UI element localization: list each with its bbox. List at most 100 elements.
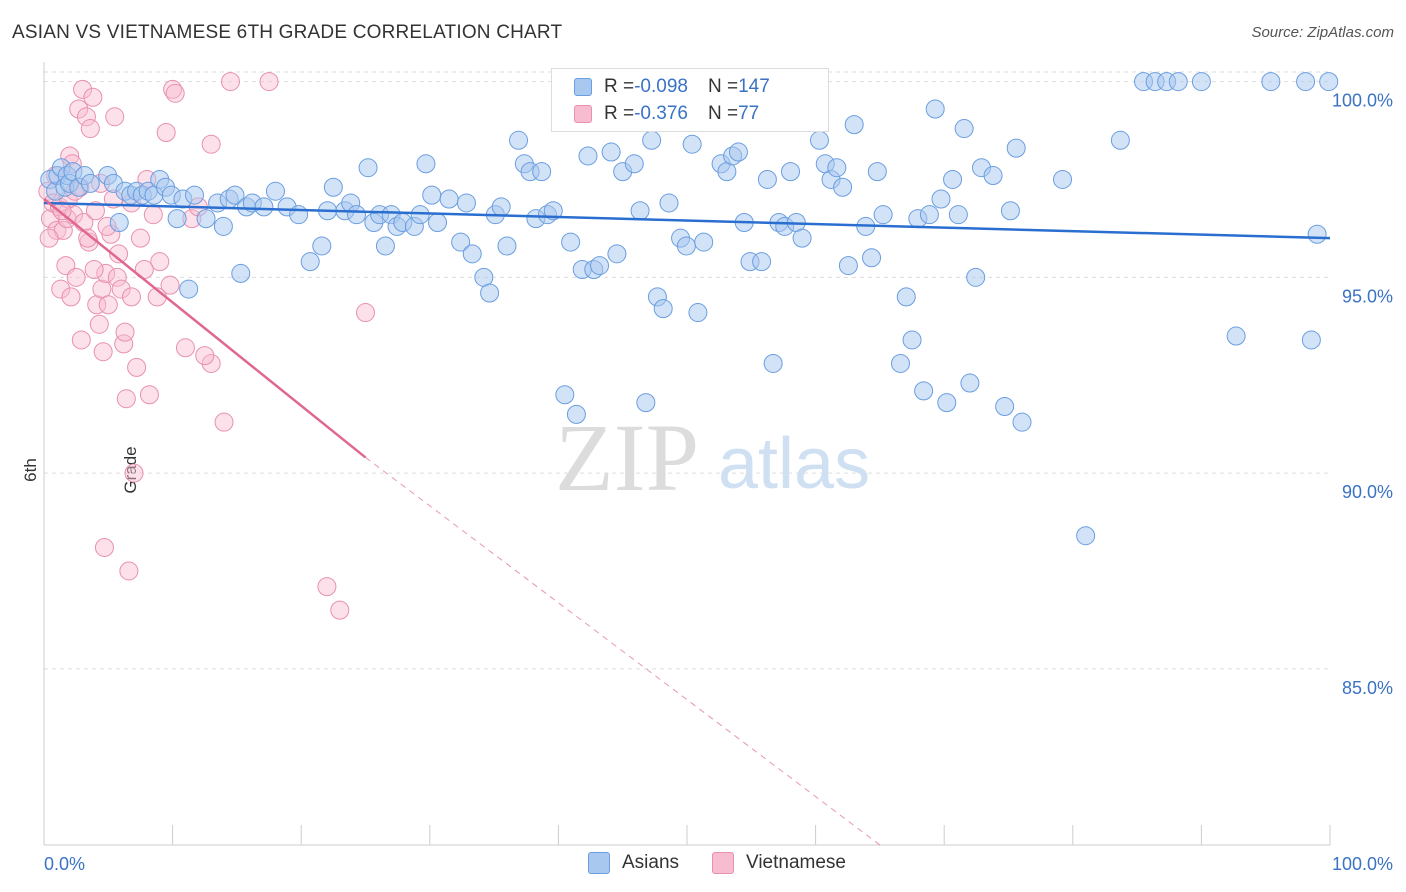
asian-point bbox=[902, 330, 922, 350]
asian-point bbox=[428, 213, 448, 233]
asian-point bbox=[439, 189, 459, 209]
asian-point bbox=[792, 228, 812, 248]
asian-point bbox=[375, 236, 395, 256]
asian-point bbox=[601, 142, 621, 162]
asian-point bbox=[323, 177, 343, 197]
vietnamese-point bbox=[80, 119, 100, 139]
asian-point bbox=[578, 146, 598, 166]
legend-vietnamese-swatch bbox=[712, 852, 734, 874]
asian-point bbox=[179, 279, 199, 299]
asian-point bbox=[590, 256, 610, 276]
x-tick-label: 100.0% bbox=[1332, 854, 1393, 874]
tick-labels: 100.0% 95.0% 90.0% 85.0% 0.0% 100.0% bbox=[44, 91, 1393, 874]
asian-swatch bbox=[574, 78, 592, 96]
asian-point bbox=[688, 303, 708, 323]
asian-point bbox=[509, 130, 529, 150]
vietnamese-point bbox=[96, 263, 116, 283]
stats-box: R = -0.098 N = 147 R = -0.376 N = 77 bbox=[551, 68, 829, 132]
asian-n-value: 147 bbox=[738, 76, 770, 97]
asian-point bbox=[1000, 201, 1020, 221]
vietnamese-point bbox=[39, 228, 59, 248]
asian-point bbox=[561, 232, 581, 252]
asian-point bbox=[416, 154, 436, 174]
vietnamese-point bbox=[160, 275, 180, 295]
asian-point bbox=[896, 287, 916, 307]
vietnamese-swatch bbox=[574, 105, 592, 123]
axes bbox=[43, 62, 1331, 846]
asian-point bbox=[694, 232, 714, 252]
vietnamese-point bbox=[150, 252, 170, 272]
legend-asians[interactable]: Asians bbox=[588, 852, 679, 874]
asian-point bbox=[966, 267, 986, 287]
asian-point bbox=[995, 397, 1015, 417]
asian-point bbox=[184, 185, 204, 205]
asian-point bbox=[225, 185, 245, 205]
vietnamese-point bbox=[89, 314, 109, 334]
asian-point bbox=[844, 115, 864, 135]
vietnamese-point bbox=[111, 279, 131, 299]
trend-lines bbox=[43, 198, 1331, 846]
asian-point bbox=[867, 162, 887, 182]
vietnamese-point bbox=[121, 287, 141, 307]
asian-point bbox=[422, 185, 442, 205]
legend-asians-label: Asians bbox=[622, 852, 680, 873]
asian-point bbox=[636, 393, 656, 413]
viet-r-label: R = bbox=[604, 103, 635, 124]
vietnamese-point bbox=[66, 267, 86, 287]
asian-point bbox=[300, 252, 320, 272]
asian-point bbox=[109, 213, 129, 233]
asian-point bbox=[873, 205, 893, 225]
asian-point bbox=[937, 393, 957, 413]
vietnamese-point bbox=[356, 303, 375, 323]
asian-point bbox=[653, 299, 673, 319]
legend-vietnamese[interactable]: Vietnamese bbox=[712, 852, 846, 874]
asian-point bbox=[265, 181, 285, 201]
asian-point bbox=[919, 205, 939, 225]
asian-n-label: N = bbox=[707, 76, 739, 97]
vietnamese-point bbox=[139, 385, 159, 405]
asian-point bbox=[763, 353, 783, 373]
vietnamese-point bbox=[214, 412, 234, 432]
asian-point bbox=[1226, 326, 1246, 346]
asian-point bbox=[497, 236, 517, 256]
y-tick-label: 100.0% bbox=[1332, 91, 1393, 111]
vietnamese-point bbox=[259, 72, 279, 92]
asian-point bbox=[231, 263, 251, 283]
asian-point bbox=[1110, 130, 1130, 150]
asian-point bbox=[838, 256, 858, 276]
watermark: ZIP atlas bbox=[555, 404, 870, 511]
asian-point bbox=[659, 193, 679, 213]
asian-point bbox=[532, 162, 552, 182]
asian-point bbox=[358, 158, 378, 178]
vietnamese-point bbox=[105, 107, 125, 127]
vietnamese-point bbox=[98, 295, 118, 315]
vietnamese-point bbox=[76, 107, 96, 127]
asian-point bbox=[543, 201, 563, 221]
asian-point bbox=[827, 158, 847, 178]
legend-asians-swatch bbox=[588, 852, 610, 874]
vietnamese-point bbox=[84, 259, 104, 279]
x-tick-label: 0.0% bbox=[44, 854, 85, 874]
asian-point bbox=[642, 130, 662, 150]
asian-point bbox=[862, 248, 882, 268]
asian-point bbox=[728, 142, 748, 162]
vietnamese-point bbox=[93, 342, 113, 362]
asian-point bbox=[781, 162, 801, 182]
vietnamese-point bbox=[175, 338, 195, 358]
asian-point bbox=[491, 197, 511, 217]
asian-point bbox=[1076, 526, 1096, 546]
asian-point bbox=[410, 205, 430, 225]
asian-point bbox=[1053, 169, 1073, 189]
vietnamese-point bbox=[124, 463, 144, 483]
asian-point bbox=[1191, 72, 1211, 92]
asian-point bbox=[1296, 72, 1316, 92]
vietnamese-point bbox=[107, 267, 127, 287]
viet-n-value: 77 bbox=[738, 103, 760, 124]
asian-point bbox=[1006, 138, 1026, 158]
vietnamese-point bbox=[156, 122, 176, 142]
vietnamese-trend-line bbox=[43, 198, 367, 459]
vietnamese-point bbox=[119, 561, 139, 581]
chart-title: ASIAN VS VIETNAMESE 6TH GRADE CORRELATIO… bbox=[12, 22, 563, 43]
asian-point bbox=[312, 236, 332, 256]
